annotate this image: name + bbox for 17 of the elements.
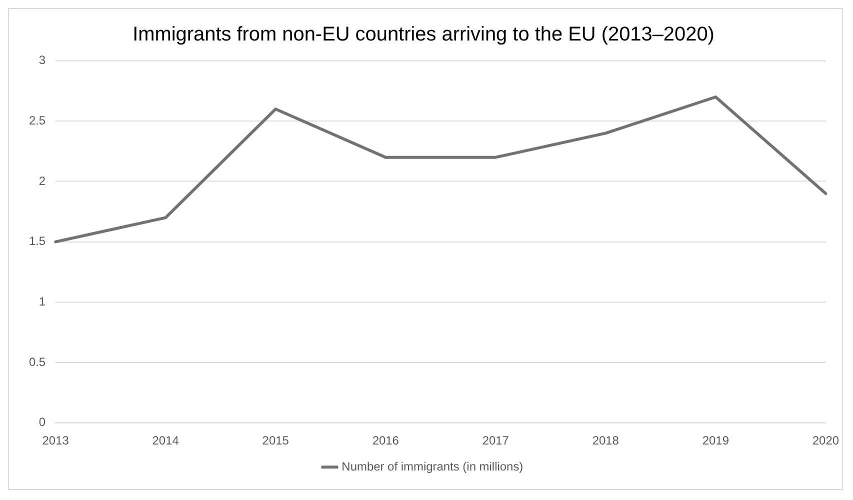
x-tick-label: 2014 [152,433,180,448]
x-tick-label: 2020 [812,433,840,448]
x-tick-label: 2017 [482,433,510,448]
y-tick-label: 2 [38,174,46,188]
x-tick-label: 2013 [42,433,70,448]
y-tick-label: 1.5 [28,234,46,248]
y-tick-label: 0.5 [28,354,46,369]
x-tick-label: 2015 [262,433,290,448]
y-tick-label: 2.5 [28,113,46,128]
y-tick-label: 3 [38,53,46,68]
legend-label: Number of immigrants (in millions) [342,459,524,474]
y-tick-label: 1 [38,294,46,308]
x-tick-label: 2019 [702,433,730,448]
chart-title: Immigrants from non-EU countries arriving to the EU (2013–2020) [132,23,714,46]
x-tick-label: 2016 [372,433,400,448]
x-tick-label: 2018 [592,433,620,448]
y-tick-label: 0 [38,415,46,430]
